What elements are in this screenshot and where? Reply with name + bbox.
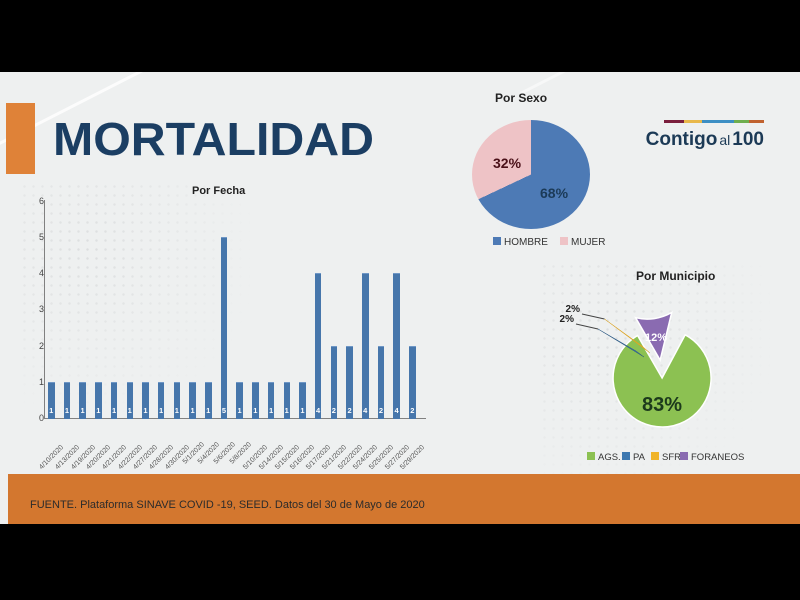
- svg-text:83%: 83%: [642, 394, 682, 416]
- svg-text:12%: 12%: [645, 332, 667, 344]
- svg-text:2%: 2%: [560, 314, 575, 325]
